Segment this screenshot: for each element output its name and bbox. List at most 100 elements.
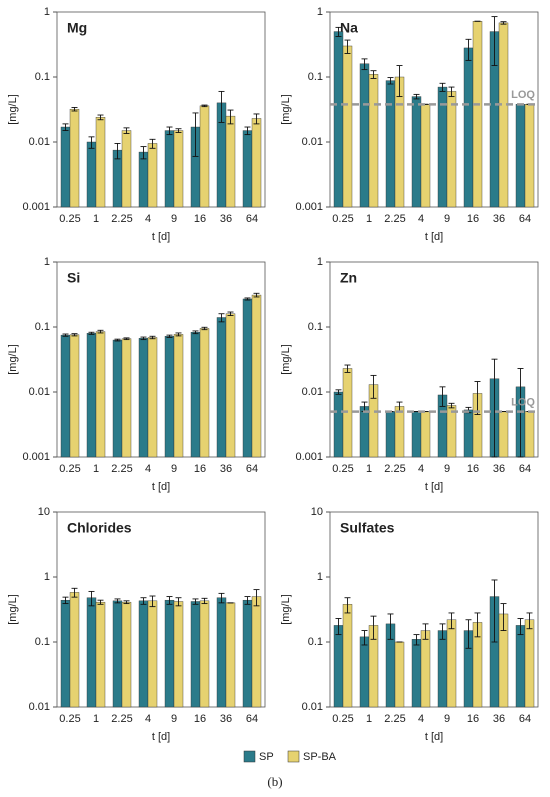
x-tick-label: 2.25 bbox=[384, 713, 405, 725]
x-tick-label: 64 bbox=[246, 463, 258, 475]
plot-frame bbox=[329, 511, 539, 708]
bar bbox=[60, 599, 71, 708]
bar bbox=[359, 63, 370, 208]
x-tick-label: 16 bbox=[194, 463, 206, 475]
error-bar bbox=[500, 21, 507, 25]
error-bar bbox=[448, 402, 455, 409]
y-tick-label: 0.001 bbox=[295, 451, 323, 463]
x-tick-label: 0.25 bbox=[59, 713, 80, 725]
y-axis-label: [mg/L] bbox=[280, 344, 292, 375]
error-bar bbox=[114, 598, 121, 604]
y-tick-label: 0.1 bbox=[35, 71, 50, 83]
x-tick-label: 2.25 bbox=[384, 213, 405, 225]
error-bar bbox=[387, 613, 394, 640]
error-bar bbox=[344, 364, 351, 373]
error-bar bbox=[227, 109, 234, 125]
error-bar bbox=[140, 597, 147, 605]
plot-frame bbox=[56, 511, 266, 708]
x-tick-label: 9 bbox=[171, 713, 177, 725]
error-bar bbox=[166, 596, 173, 605]
error-bar bbox=[244, 297, 251, 301]
error-bar bbox=[166, 334, 173, 338]
bar bbox=[411, 96, 422, 208]
bar bbox=[164, 130, 175, 208]
error-bar bbox=[465, 38, 472, 61]
error-bar bbox=[387, 77, 394, 85]
bar bbox=[446, 91, 457, 208]
x-tick-label: 2.25 bbox=[111, 213, 132, 225]
y-tick-label: 0.1 bbox=[308, 636, 323, 648]
bar bbox=[524, 619, 535, 708]
bar bbox=[446, 405, 457, 458]
x-tick-label: 16 bbox=[467, 713, 479, 725]
error-bar bbox=[361, 58, 368, 71]
error-bar bbox=[335, 26, 342, 37]
error-bar bbox=[370, 70, 377, 79]
bar bbox=[225, 313, 236, 458]
bar bbox=[498, 411, 509, 458]
x-tick-label: 9 bbox=[444, 463, 450, 475]
x-tick-label: 64 bbox=[246, 213, 258, 225]
error-bar bbox=[526, 612, 533, 630]
bar bbox=[86, 597, 97, 708]
error-bar bbox=[491, 358, 498, 458]
x-tick-label: 0.25 bbox=[332, 213, 353, 225]
x-tick-label: 0.25 bbox=[59, 463, 80, 475]
error-bar bbox=[71, 333, 78, 337]
bar bbox=[251, 118, 262, 208]
error-bar bbox=[192, 598, 199, 605]
x-tick-label: 0.25 bbox=[332, 713, 353, 725]
x-tick-label: 36 bbox=[220, 213, 232, 225]
bar bbox=[251, 596, 262, 708]
error-bar bbox=[175, 128, 182, 133]
y-tick-label: 0.001 bbox=[295, 201, 323, 213]
y-axis-label: [mg/L] bbox=[7, 594, 19, 625]
bar bbox=[138, 151, 149, 208]
error-bar bbox=[474, 612, 481, 638]
bar bbox=[216, 317, 227, 458]
y-tick-label: 0.001 bbox=[22, 451, 50, 463]
bar bbox=[173, 130, 184, 208]
error-bar bbox=[175, 597, 182, 607]
error-bar bbox=[474, 381, 481, 415]
error-bar bbox=[192, 112, 199, 157]
x-tick-label: 16 bbox=[467, 213, 479, 225]
panel-title: Zn bbox=[340, 270, 357, 286]
panel-title: Mg bbox=[67, 20, 87, 36]
error-bar bbox=[140, 336, 147, 341]
error-bar bbox=[149, 595, 156, 608]
bar bbox=[242, 599, 253, 708]
bar bbox=[472, 21, 483, 208]
x-tick-label: 4 bbox=[418, 463, 424, 475]
bar bbox=[394, 406, 405, 458]
y-tick-label: 0.1 bbox=[308, 321, 323, 333]
error-bar bbox=[88, 331, 95, 335]
error-bar bbox=[62, 596, 69, 605]
x-axis-label: t [d] bbox=[425, 731, 443, 743]
x-tick-label: 36 bbox=[220, 463, 232, 475]
bar bbox=[437, 630, 448, 708]
error-bar bbox=[201, 104, 208, 108]
loq-label: LOQ bbox=[511, 396, 535, 408]
error-bar bbox=[361, 630, 368, 646]
error-bar bbox=[448, 612, 455, 630]
y-tick-label: 10 bbox=[38, 506, 50, 518]
error-bar bbox=[448, 86, 455, 98]
bar bbox=[333, 625, 344, 708]
error-bar bbox=[344, 597, 351, 614]
error-bar bbox=[253, 292, 260, 298]
y-tick-label: 0.001 bbox=[22, 201, 50, 213]
error-bar bbox=[123, 127, 130, 134]
x-tick-label: 1 bbox=[93, 713, 99, 725]
bar bbox=[95, 331, 106, 458]
error-bar bbox=[71, 107, 78, 112]
error-bar bbox=[149, 335, 156, 340]
x-tick-label: 1 bbox=[366, 213, 372, 225]
x-axis-label: t [d] bbox=[152, 481, 170, 493]
error-bar bbox=[218, 592, 225, 604]
bar bbox=[420, 104, 431, 208]
error-bar bbox=[244, 596, 251, 605]
bar bbox=[368, 74, 379, 208]
x-tick-label: 16 bbox=[194, 713, 206, 725]
